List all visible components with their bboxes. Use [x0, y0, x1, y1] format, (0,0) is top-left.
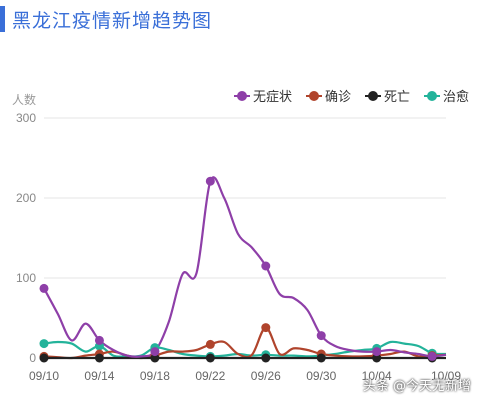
data-point[interactable]	[316, 353, 326, 363]
page-title: 黑龙江疫情新增趋势图	[12, 10, 213, 32]
x-tick-label: 10/04	[362, 369, 392, 383]
x-tick-label: 10/09	[431, 369, 461, 383]
legend-item[interactable]: 无症状	[233, 86, 292, 105]
chart-legend: 无症状 确诊 死亡 治愈	[233, 86, 469, 105]
y-axis-label: 人数	[12, 93, 37, 107]
data-point[interactable]	[150, 347, 160, 357]
title-accent-bar	[0, 6, 5, 32]
legend-marker-icon	[364, 90, 381, 101]
legend-label: 死亡	[383, 90, 410, 105]
x-tick-label: 09/22	[195, 369, 225, 383]
x-tick-label: 09/18	[140, 369, 170, 383]
data-point[interactable]	[150, 353, 160, 363]
data-point[interactable]	[94, 353, 104, 363]
series-line-1	[43, 176, 447, 358]
data-point[interactable]	[261, 261, 271, 271]
data-point[interactable]	[39, 339, 49, 349]
watermark: 头条 @今天无新增	[362, 379, 471, 394]
data-point[interactable]	[39, 283, 49, 293]
data-point[interactable]	[261, 323, 271, 333]
x-tick-label: 09/26	[251, 369, 281, 383]
data-point[interactable]	[372, 347, 382, 357]
y-tick-label: 300	[16, 111, 36, 125]
data-point[interactable]	[94, 335, 104, 345]
x-tick-label: 09/14	[84, 369, 114, 383]
legend-label: 无症状	[252, 90, 292, 105]
data-point[interactable]	[261, 353, 271, 363]
data-point[interactable]	[316, 331, 326, 341]
data-point[interactable]	[205, 339, 215, 349]
legend-marker-icon	[423, 90, 440, 101]
y-tick-label: 200	[16, 191, 36, 205]
legend-item[interactable]: 死亡	[364, 86, 410, 105]
legend-marker-icon	[233, 90, 250, 101]
legend-item[interactable]: 确诊	[305, 86, 351, 105]
legend-item[interactable]: 治愈	[423, 86, 469, 105]
legend-label: 治愈	[442, 90, 469, 105]
legend-marker-icon	[305, 90, 322, 101]
y-tick-label: 0	[29, 351, 36, 365]
x-tick-label: 09/10	[29, 369, 59, 383]
legend-label: 确诊	[324, 90, 351, 105]
x-tick-label: 09/30	[306, 369, 336, 383]
data-point[interactable]	[372, 353, 382, 363]
data-point[interactable]	[205, 176, 215, 186]
data-point[interactable]	[39, 353, 49, 363]
data-point[interactable]	[427, 351, 437, 361]
data-point[interactable]	[205, 353, 215, 363]
y-tick-label: 100	[16, 271, 36, 285]
